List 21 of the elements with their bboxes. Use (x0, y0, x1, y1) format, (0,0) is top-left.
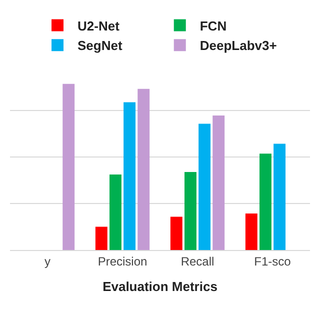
bar (245, 213, 258, 250)
bar (138, 88, 150, 250)
bar (109, 174, 122, 250)
x-tick-label: Recall (180, 254, 214, 268)
bar (259, 154, 272, 250)
bar (198, 124, 211, 250)
x-axis-title: Evaluation Metrics (102, 279, 218, 294)
bar (184, 172, 196, 250)
bar (170, 216, 182, 250)
bar (95, 226, 108, 250)
legend-label: SegNet (78, 38, 123, 54)
bar (274, 144, 286, 250)
bar (124, 102, 136, 250)
x-tick-label: Precision (98, 254, 148, 268)
legend-label: U2-Net (78, 18, 120, 34)
legend-label: DeepLabv3+ (200, 38, 278, 54)
legend-label: FCN (200, 18, 227, 34)
bar (212, 115, 225, 250)
x-tick-label: y (44, 254, 50, 268)
bar (62, 84, 75, 250)
x-tick-label: F1-sco (254, 254, 292, 268)
